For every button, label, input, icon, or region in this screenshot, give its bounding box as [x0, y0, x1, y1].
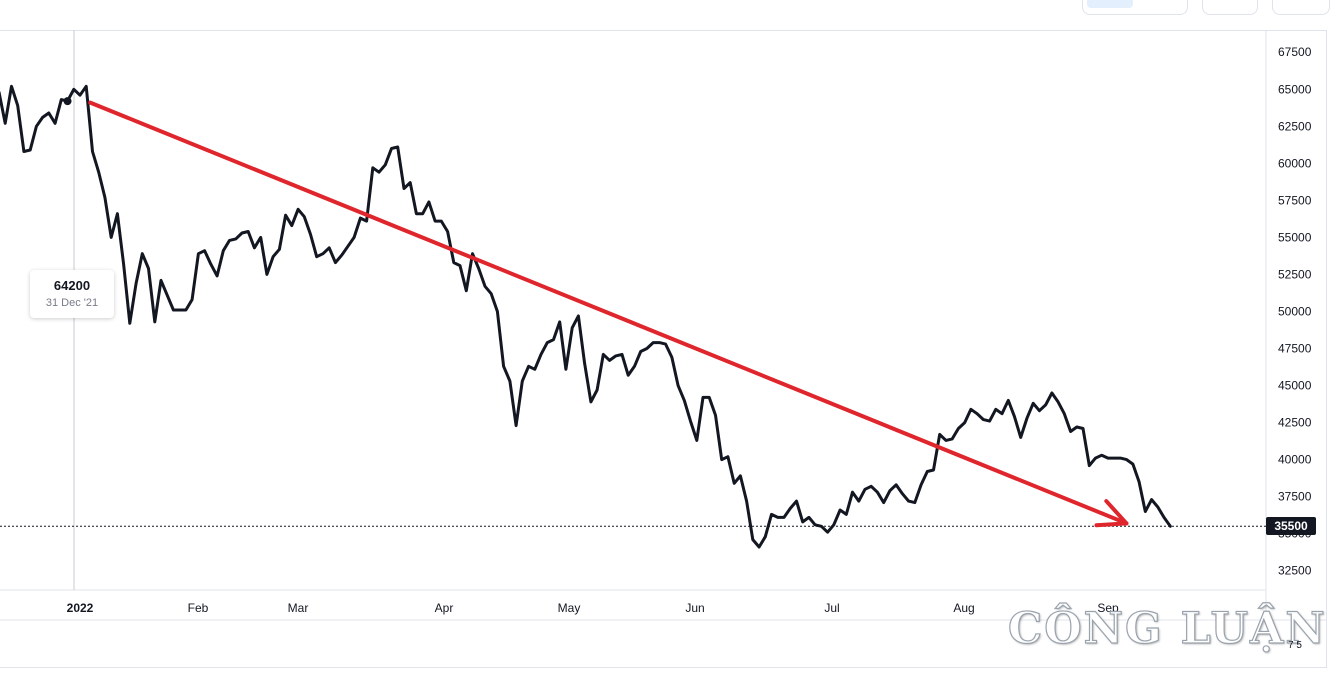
price-tick-label: 52500	[1278, 267, 1312, 281]
toolbar-button-fullscreen[interactable]	[1272, 0, 1330, 15]
time-tick-label: May	[558, 601, 581, 615]
trend-arrow	[88, 100, 1129, 528]
trend-arrow-head	[1094, 521, 1129, 528]
crosshair-value: 64200	[53, 278, 91, 293]
price-tick-label: 32500	[1278, 564, 1312, 578]
price-tick-label: 42500	[1278, 416, 1312, 430]
crosshair-point	[63, 97, 72, 106]
top-toolbar	[0, 0, 1338, 30]
price-tick-label: 57500	[1278, 193, 1312, 207]
time-tick-label: Mar	[288, 601, 309, 615]
time-tick-label: Feb	[188, 601, 209, 615]
toolbar-button-range[interactable]	[1082, 0, 1188, 15]
crosshair-tooltip: 64200 31 Dec '21	[30, 270, 114, 318]
time-tick-label: Sep	[1097, 601, 1119, 615]
time-axis[interactable]: 2022 Feb Mar Apr May Jun Jul Aug Sep	[67, 601, 1119, 615]
time-tick-label: 2022	[67, 601, 94, 615]
time-tick-label: Apr	[435, 601, 454, 615]
price-tick-label: 55000	[1278, 230, 1312, 244]
time-tick-label: Aug	[953, 601, 974, 615]
price-tick-label: 37500	[1278, 490, 1312, 504]
price-tick-label: 65000	[1278, 82, 1312, 96]
price-tick-label: 67500	[1278, 45, 1312, 59]
price-series-line	[0, 84, 1172, 549]
price-tick-label: 50000	[1278, 304, 1312, 318]
price-tick-label: 60000	[1278, 156, 1312, 170]
watermark-logo: CÔNG LUẬN	[1007, 603, 1325, 654]
price-tick-label: 40000	[1278, 453, 1312, 467]
chart-frame	[0, 30, 1327, 668]
crosshair-date: 31 Dec '21	[45, 297, 99, 309]
time-axis-corner: 7 5	[1288, 640, 1302, 651]
trend-arrow-shaft	[88, 100, 1129, 526]
trend-arrow-head	[1104, 499, 1129, 526]
time-tick-label: Jul	[824, 601, 839, 615]
price-axis[interactable]: 67500 65000 62500 60000 57500 55000 52500 50000…	[1278, 45, 1312, 578]
price-tick-label: 47500	[1278, 342, 1312, 356]
watermark-text: CÔNG LUẬN	[1007, 603, 1327, 654]
time-tick-label: Jun	[685, 601, 704, 615]
price-tick-label: 45000	[1278, 379, 1312, 393]
toolbar-button-settings[interactable]	[1202, 0, 1258, 15]
price-tick-label: 62500	[1278, 119, 1312, 133]
last-price-badge: 35500	[1266, 517, 1316, 536]
